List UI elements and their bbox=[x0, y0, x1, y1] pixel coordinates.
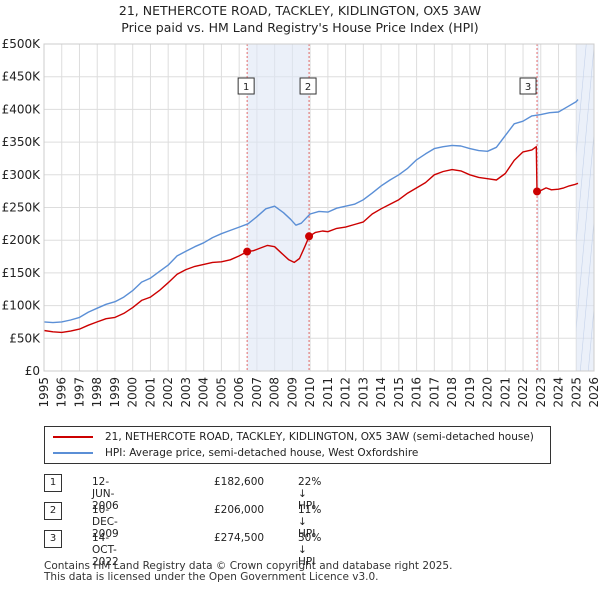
legend-item-hpi: HPI: Average price, semi-detached house,… bbox=[53, 445, 418, 461]
x-tick-label: 2026 bbox=[587, 377, 600, 408]
transaction-label-frame bbox=[519, 77, 537, 95]
x-tick-label: 2013 bbox=[356, 377, 370, 408]
x-tick-label: 2008 bbox=[268, 377, 282, 408]
x-tick-label: 2018 bbox=[445, 377, 459, 408]
transaction-label-box-1: 1 bbox=[237, 77, 255, 95]
x-tick-label: 2020 bbox=[481, 377, 495, 408]
x-tick-label: 2001 bbox=[143, 377, 157, 408]
transaction-hpi-delta: 11% ↓ HPI bbox=[298, 504, 322, 540]
x-tick-label: 1995 bbox=[37, 377, 51, 408]
x-tick-label: 2007 bbox=[250, 377, 264, 408]
plot-frame bbox=[43, 43, 595, 372]
x-tick-label: 2004 bbox=[197, 377, 211, 408]
x-tick-label: 2010 bbox=[303, 377, 317, 408]
transaction-badge: 1 bbox=[44, 474, 62, 492]
legend-item-property: 21, NETHERCOTE ROAD, TACKLEY, KIDLINGTON… bbox=[53, 429, 534, 445]
transaction-label-frame bbox=[237, 77, 255, 95]
transaction-label-text: 1 bbox=[243, 82, 249, 93]
y-tick-label: £200K bbox=[2, 233, 42, 247]
forecast-hatch bbox=[576, 44, 594, 244]
transaction-label-text: 3 bbox=[525, 82, 531, 93]
x-tick-label: 2006 bbox=[232, 377, 246, 408]
transaction-hpi-delta: 22% ↓ HPI bbox=[298, 476, 322, 512]
x-tick-label: 2003 bbox=[179, 377, 193, 408]
x-tick-label: 1999 bbox=[108, 377, 122, 408]
footer-line-1: Contains HM Land Registry data © Crown c… bbox=[44, 560, 453, 572]
x-tick-label: 2024 bbox=[552, 377, 566, 408]
forecast-hatch bbox=[596, 44, 600, 371]
x-tick-label: 2009 bbox=[285, 377, 299, 408]
x-tick-label: 2011 bbox=[321, 377, 335, 408]
legend-swatch-hpi bbox=[53, 452, 93, 454]
transaction-markers: 1 2 3 bbox=[237, 77, 542, 256]
y-tick-label: £350K bbox=[2, 135, 42, 149]
transaction-label-text: 2 bbox=[305, 82, 311, 93]
legend-label-hpi: HPI: Average price, semi-detached house,… bbox=[105, 447, 419, 459]
y-tick-label: £400K bbox=[2, 102, 42, 116]
x-tick-label: 2002 bbox=[161, 377, 175, 408]
title-line-1: 21, NETHERCOTE ROAD, TACKLEY, KIDLINGTON… bbox=[118, 3, 482, 18]
transaction-date: 12-JUN-2006 bbox=[92, 476, 119, 512]
x-tick-label: 2021 bbox=[498, 377, 512, 408]
series-line-hpi bbox=[43, 99, 579, 324]
x-axis-ticks: 1995 1996 1997 1998 1999 2000 2001 2002 2003 2004… bbox=[37, 377, 600, 408]
legend: 21, NETHERCOTE ROAD, TACKLEY, KIDLINGTON… bbox=[44, 426, 551, 464]
transaction-label-box-3: 3 bbox=[519, 77, 537, 95]
y-tick-label: £450K bbox=[2, 70, 42, 84]
forecast-hatch bbox=[576, 44, 587, 157]
footer: Contains HM Land Registry data © Crown c… bbox=[44, 561, 452, 583]
x-tick-label: 1996 bbox=[55, 377, 69, 408]
x-tick-label: 2023 bbox=[534, 377, 548, 408]
shade-period-1-2 bbox=[247, 44, 310, 371]
forecast-hatch bbox=[576, 130, 594, 331]
y-tick-label: £50K bbox=[9, 331, 41, 345]
series-lines bbox=[43, 99, 579, 334]
x-tick-label: 2017 bbox=[427, 377, 441, 408]
series-line-property bbox=[43, 145, 579, 334]
shade-forecast bbox=[576, 44, 594, 371]
x-tick-label: 2025 bbox=[569, 377, 583, 408]
transaction-hpi-delta: 30% ↓ HPI bbox=[298, 532, 322, 568]
legend-swatch-property bbox=[53, 436, 93, 438]
x-tick-label: 2005 bbox=[214, 377, 228, 408]
transaction-price: £206,000 bbox=[214, 504, 265, 516]
transaction-price: £274,500 bbox=[214, 532, 265, 544]
x-tick-label: 2014 bbox=[374, 377, 388, 408]
legend-label-property: 21, NETHERCOTE ROAD, TACKLEY, KIDLINGTON… bbox=[105, 431, 534, 443]
period-shading bbox=[246, 44, 600, 371]
transaction-date: 10-DEC-2009 bbox=[92, 504, 119, 540]
x-tick-label: 2022 bbox=[516, 377, 530, 408]
price-chart: 1 2 3 £0 £50K £100K £150K £200K £250K £300K £350K… bbox=[2, 37, 600, 408]
y-tick-label: £300K bbox=[2, 168, 42, 182]
y-tick-label: £0 bbox=[25, 364, 40, 378]
transaction-price: £182,600 bbox=[214, 476, 265, 488]
footer-line-2: This data is licensed under the Open Gov… bbox=[44, 571, 379, 583]
chart-title: 21, NETHERCOTE ROAD, TACKLEY, KIDLINGTON… bbox=[0, 2, 600, 36]
title-line-2: Price paid vs. HM Land Registry's House … bbox=[121, 20, 479, 35]
transaction-point-2 bbox=[305, 232, 314, 241]
forecast-hatch bbox=[579, 217, 594, 371]
grid-lines bbox=[43, 43, 595, 372]
transaction-label-frame bbox=[299, 77, 317, 95]
shade-period-3 bbox=[537, 44, 540, 371]
y-tick-label: £150K bbox=[2, 266, 42, 280]
x-tick-label: 2000 bbox=[126, 377, 140, 408]
x-tick-label: 2019 bbox=[463, 377, 477, 408]
transaction-date: 14-OCT-2022 bbox=[92, 532, 119, 568]
y-tick-label: £100K bbox=[2, 299, 42, 313]
x-tick-label: 1998 bbox=[90, 377, 104, 408]
transaction-badge: 3 bbox=[44, 530, 62, 548]
transaction-point-1 bbox=[243, 247, 252, 256]
y-tick-label: £500K bbox=[2, 37, 42, 51]
x-tick-label: 2015 bbox=[392, 377, 406, 408]
transaction-label-box-2: 2 bbox=[299, 77, 317, 95]
forecast-hatch bbox=[587, 305, 594, 371]
y-axis-ticks: £0 £50K £100K £150K £200K £250K £300K £350K £400… bbox=[2, 37, 42, 378]
x-tick-label: 1997 bbox=[72, 377, 86, 408]
x-tick-label: 2012 bbox=[339, 377, 353, 408]
transaction-point-3 bbox=[533, 187, 542, 196]
transaction-badge: 2 bbox=[44, 502, 62, 520]
x-tick-label: 2016 bbox=[410, 377, 424, 408]
y-tick-label: £250K bbox=[2, 201, 42, 215]
